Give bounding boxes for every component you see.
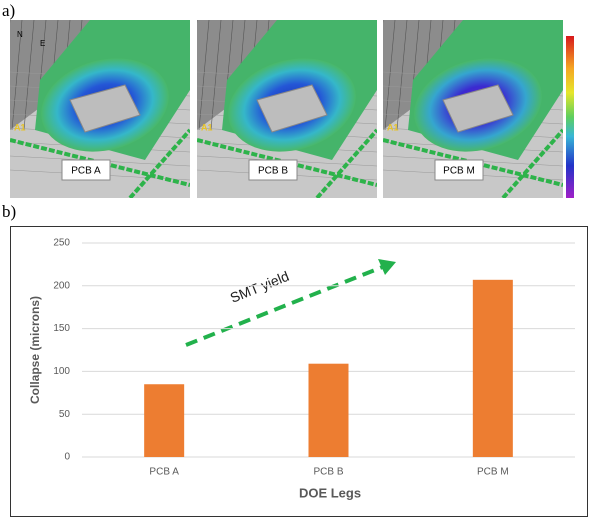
compass-label: N [17,30,23,39]
x-tick-label: PCB B [313,467,343,478]
y-tick-label: 50 [59,409,71,420]
mesh-line [0,20,10,130]
marker-label: A1 [387,122,399,132]
simulation-images: A1 PCB A A1 PCB B A1 PCB M N E [0,20,563,198]
x-tick-label: PCB A [149,467,179,478]
image-label: PCB B [258,166,288,177]
y-tick-label: 0 [64,452,70,463]
bar [473,280,513,457]
x-axis-label: DOE Legs [299,485,361,500]
color-scale [566,36,574,198]
y-tick-label: 100 [53,366,70,377]
panel-label: a) [2,1,15,20]
panel-label: b) [2,202,16,221]
marker-label: A1 [14,122,26,132]
figure: a) A1 PCB A A1 PCB B A1 PCB M N E b) Collapse (… [0,0,590,521]
image-label: PCB A [71,166,101,177]
marker-label: A1 [201,122,213,132]
bar [309,364,349,457]
bar [144,384,184,457]
y-tick-label: 200 [53,280,70,291]
x-tick-label: PCB M [477,467,509,478]
compass-label: E [40,39,45,48]
y-tick-label: 250 [53,238,70,249]
y-axis-label: Collapse (microns) [28,296,42,404]
y-tick-label: 150 [53,323,70,334]
simulation-image: A1 PCB B [187,20,377,198]
image-label: PCB M [443,166,475,177]
simulation-image: A1 PCB M [373,20,563,198]
simulation-image: A1 PCB A [0,20,190,198]
